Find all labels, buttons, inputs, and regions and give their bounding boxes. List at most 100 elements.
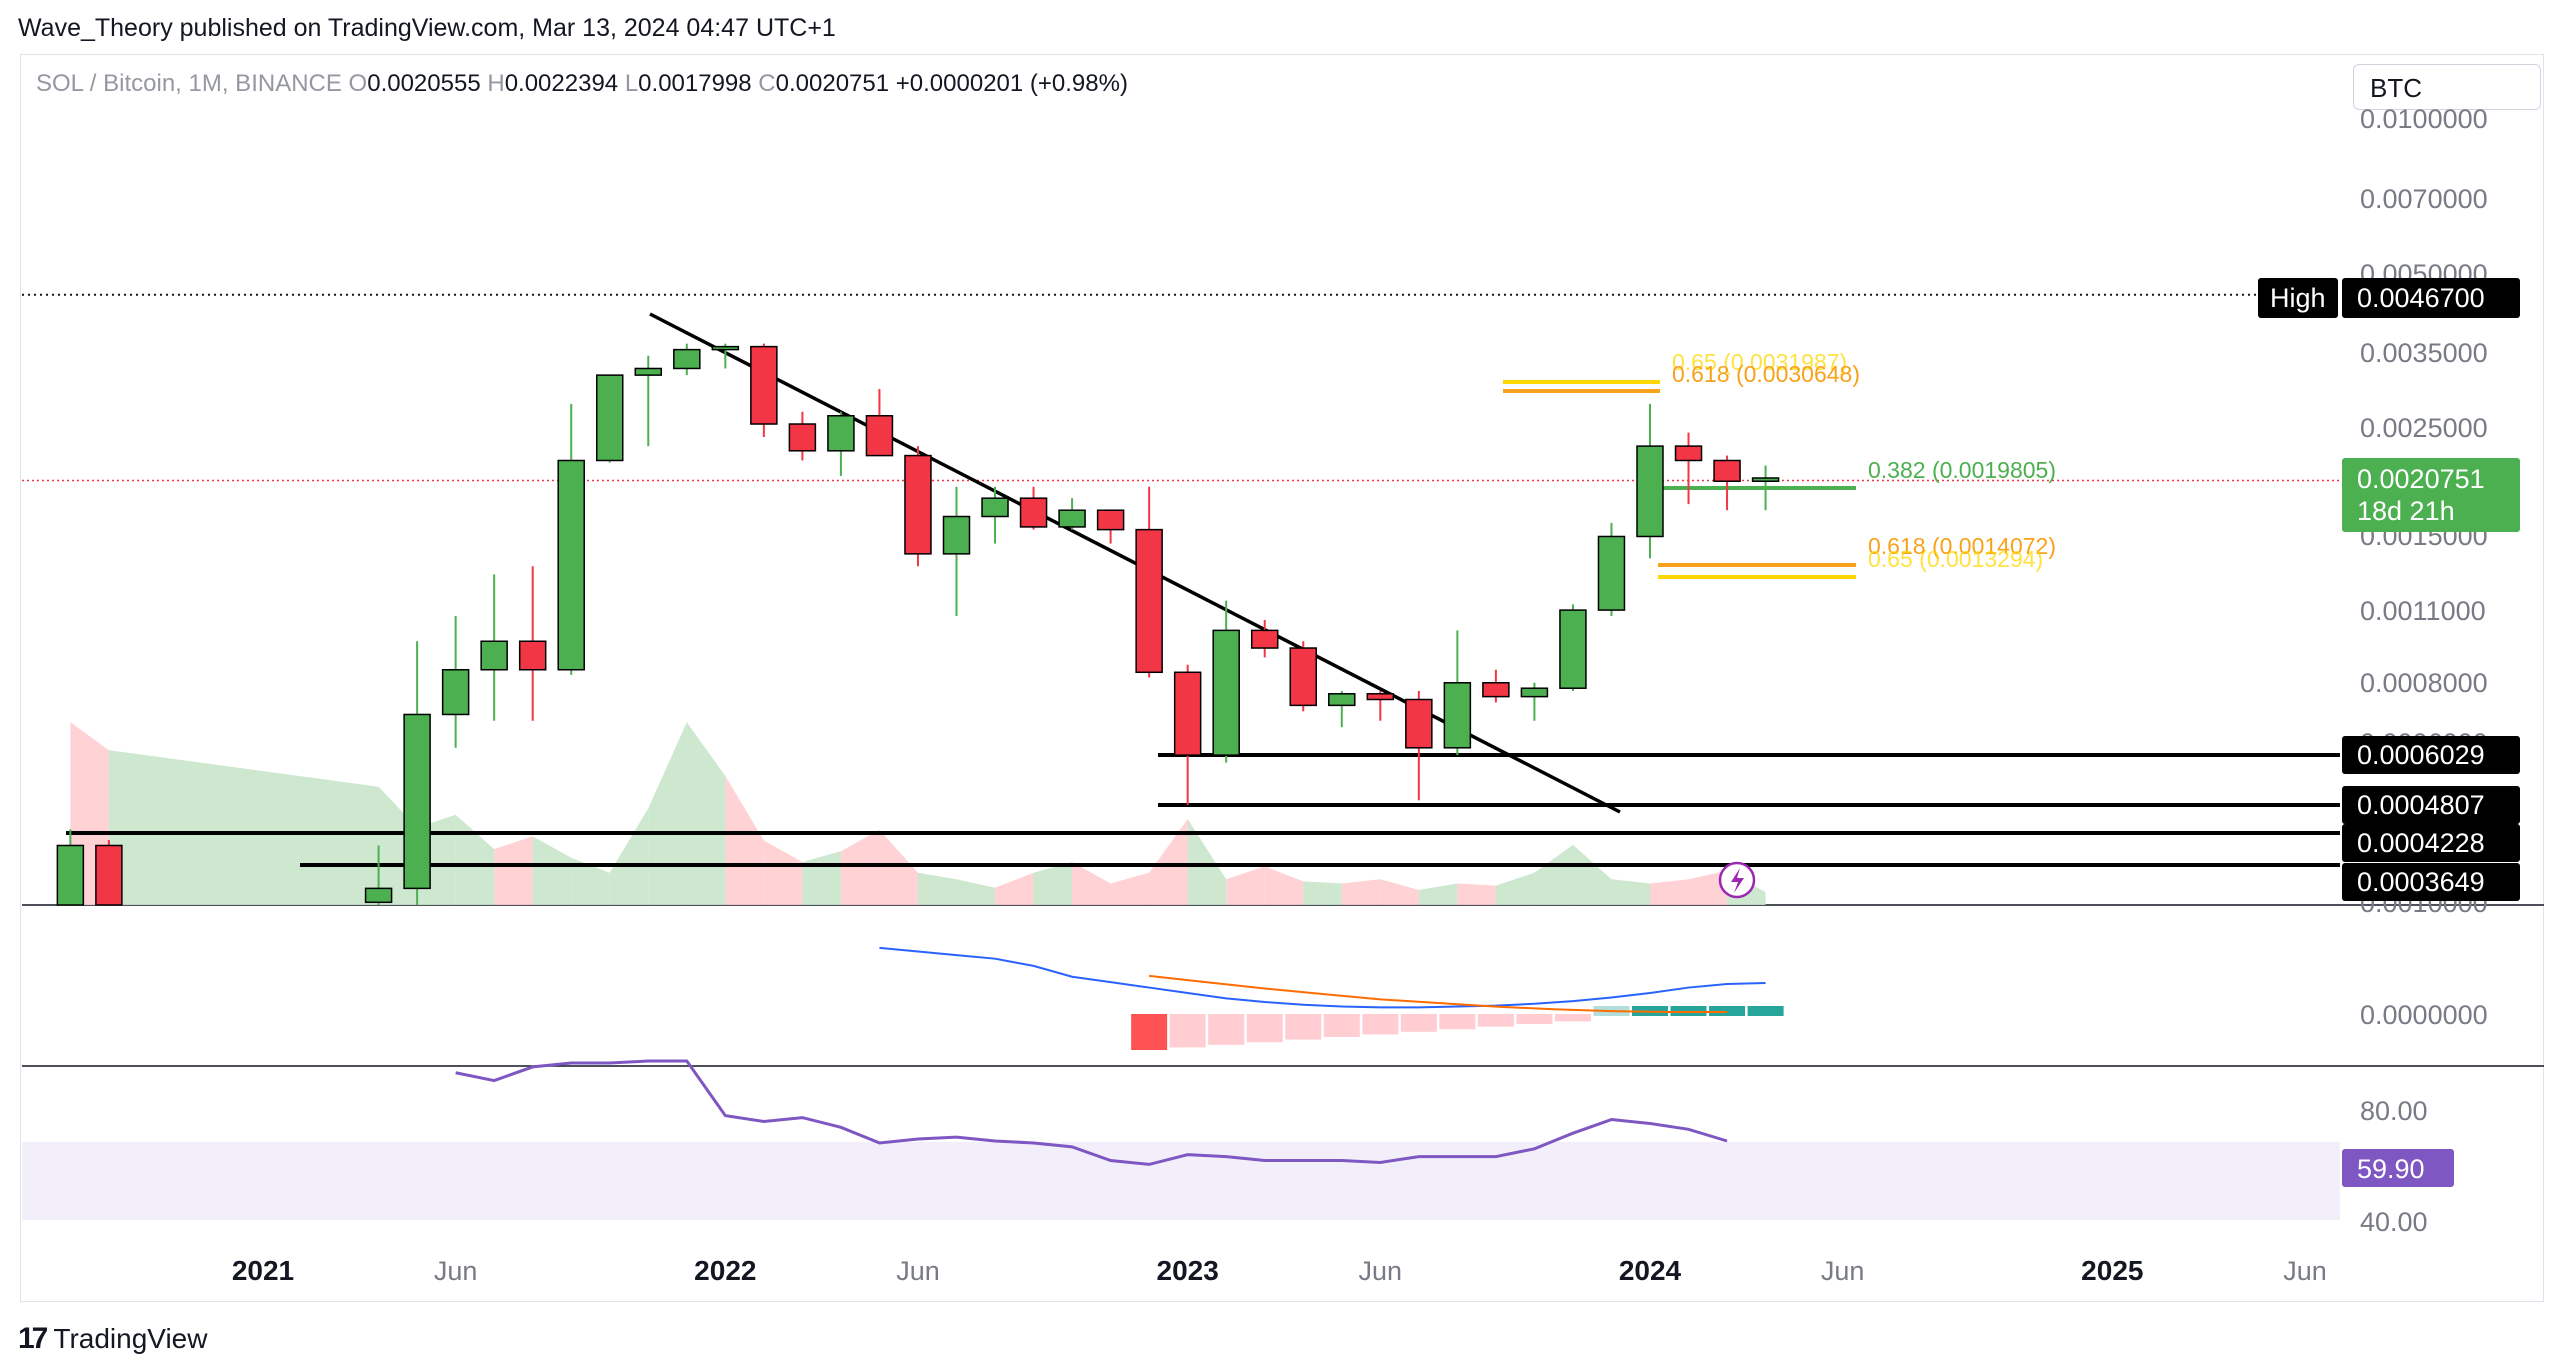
time-axis-tick: Jun	[1821, 1256, 1865, 1286]
candle-body	[904, 454, 932, 555]
volume-area-segment	[455, 814, 495, 905]
candle-body	[1559, 609, 1587, 689]
symbol-label[interactable]: SOL / Bitcoin, 1M, BINANCE	[36, 70, 342, 97]
volume-area-segment	[1303, 881, 1342, 905]
price-axis-tick: 0.0008000	[2360, 668, 2488, 698]
high-value-label: 0.0046700	[2357, 283, 2485, 313]
rsi-value-bg	[2342, 1149, 2454, 1187]
support-value-bg	[2342, 786, 2520, 824]
macd-histogram-bar	[1747, 1006, 1784, 1016]
macd-pane: 0.0000000	[879, 946, 2488, 1050]
candle-body	[827, 415, 855, 452]
macd-histogram-bar	[1246, 1014, 1283, 1043]
rsi-axis-tick: 80.00	[2360, 1096, 2428, 1126]
price-axis-tick: 0.0025000	[2360, 413, 2488, 443]
macd-histogram-bar	[1208, 1014, 1245, 1045]
candle-body	[1135, 528, 1163, 674]
volume-area-segment	[1149, 819, 1188, 905]
change-value: +0.0000201 (+0.98%)	[895, 70, 1128, 97]
candle-body	[441, 668, 470, 716]
time-axis-tick: Jun	[896, 1256, 940, 1286]
price-axis-tick: 0.0100000	[2360, 104, 2488, 134]
candle-body	[364, 887, 393, 904]
candle-body	[1405, 698, 1433, 749]
price-axis-tick: 0.0011000	[2360, 596, 2486, 626]
low-key: L	[624, 70, 639, 97]
rsi-axis-tick: 40.00	[2360, 1207, 2428, 1237]
candle-body	[56, 844, 85, 906]
fib-lower-065-label: 0.65 (0.0013294)	[1868, 546, 2043, 572]
volume-area-segment	[494, 836, 533, 905]
support-value-bg	[2342, 863, 2520, 901]
macd-histogram-bar	[1554, 1014, 1591, 1022]
volume-area-segment	[571, 857, 610, 905]
volume-area-segment	[995, 872, 1034, 905]
price-axis-tick: 0.0070000	[2360, 184, 2488, 214]
currency-button[interactable]: BTC	[2353, 64, 2541, 110]
current-price-label: 0.0020751	[2357, 464, 2485, 494]
volume-area-segment	[1572, 844, 1612, 905]
tradingview-brand: TradingView	[53, 1323, 208, 1354]
candle-body	[1751, 477, 1780, 482]
macd-histogram-bar	[1516, 1014, 1553, 1024]
candle-countdown-label: 18d 21h	[2357, 496, 2455, 526]
volume-area-segment	[1688, 870, 1728, 905]
fib-lower-0618-label: 0.618 (0.0014072)	[1868, 533, 2056, 559]
candle-body	[1520, 687, 1549, 698]
tradingview-logo-icon: 17	[18, 1322, 48, 1355]
volume-area-segment	[686, 722, 726, 905]
rsi-pane: 80.00 40.00 59.90	[22, 1059, 2454, 1237]
volume-layer	[70, 722, 1766, 905]
low-value: 0.0017998	[638, 70, 752, 97]
current-price-bg	[2342, 458, 2520, 532]
candle-body	[480, 640, 508, 671]
candle-body	[1058, 509, 1086, 528]
high-key: H	[487, 70, 505, 97]
volume-area-segment	[879, 829, 918, 905]
descending-trendline	[649, 312, 1621, 814]
lightning-icon[interactable]	[1718, 861, 1756, 899]
volume-area-segment	[108, 750, 379, 905]
volume-area-segment	[1341, 879, 1381, 905]
macd-histogram-bar	[1169, 1014, 1206, 1048]
candle-body	[1482, 682, 1510, 698]
candle-body	[711, 345, 740, 351]
lightning-icon-bolt	[1731, 868, 1744, 893]
volume-area-segment	[1187, 819, 1227, 905]
time-axis-tick: Jun	[434, 1256, 478, 1286]
fib-upper-0618-label: 0.618 (0.0030648)	[1672, 361, 1860, 387]
candle-body	[1212, 629, 1240, 756]
time-axis-tick: 2025	[2081, 1255, 2143, 1286]
volume-area-segment	[1033, 862, 1073, 905]
candle-body	[673, 348, 701, 370]
chart-frame	[20, 54, 2544, 1302]
candle-body	[1713, 459, 1741, 482]
volume-area-segment	[609, 808, 649, 905]
candle-body	[596, 374, 624, 462]
candle-body	[1173, 671, 1202, 756]
fib-0382-label: 0.382 (0.0019805)	[1868, 457, 2056, 483]
macd-histogram-bar	[1400, 1014, 1437, 1032]
candle-body	[1289, 647, 1317, 707]
time-axis: 2021 Jun 2022 Jun 2023 Jun 2024 Jun 2025 Jun	[232, 1255, 2327, 1286]
candle-body	[518, 640, 547, 671]
candle-body	[1096, 509, 1125, 531]
open-value: 0.0020555	[367, 70, 481, 97]
volume-area-segment	[840, 829, 880, 905]
macd-histogram-bar	[1670, 1006, 1707, 1016]
macd-histogram-bar	[1362, 1014, 1399, 1035]
volume-area-segment	[1650, 879, 1689, 905]
volume-area-segment	[532, 836, 572, 905]
close-key: C	[758, 70, 776, 97]
candle-body	[403, 713, 431, 890]
candle-body	[1674, 445, 1703, 462]
tradingview-logo[interactable]: 17 TradingView	[18, 1322, 207, 1356]
price-axis-tick: 0.0035000	[2360, 338, 2488, 368]
candle-body	[1019, 497, 1048, 528]
volume-area-segment	[1611, 879, 1650, 905]
time-axis-tick: Jun	[2283, 1256, 2327, 1286]
support-value-bg	[2342, 824, 2520, 862]
fibonacci-layer: 0.65 (0.0031987)0.618 (0.0030648) 0.382 (…	[1503, 349, 2056, 579]
close-value: 0.0020751	[775, 70, 890, 97]
